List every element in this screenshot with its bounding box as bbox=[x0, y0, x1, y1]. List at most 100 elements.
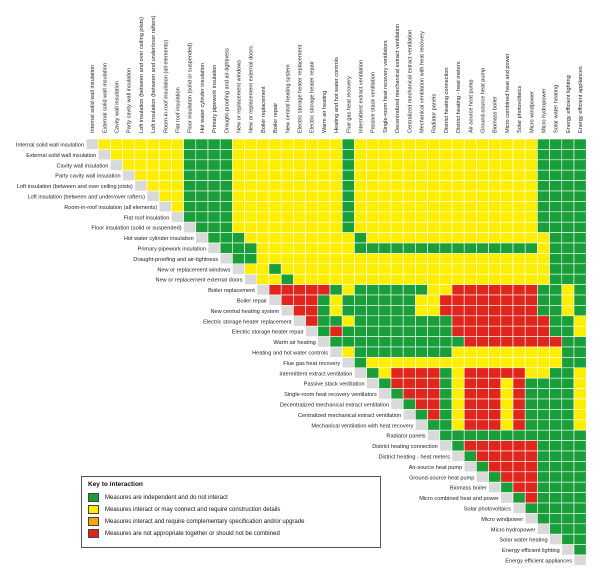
matrix-cell bbox=[354, 180, 367, 192]
matrix-cell bbox=[305, 211, 319, 223]
matrix-cell bbox=[427, 398, 441, 410]
matrix-cell bbox=[256, 190, 270, 202]
matrix-cell bbox=[573, 190, 587, 202]
matrix-cell bbox=[476, 284, 489, 296]
matrix-cell bbox=[207, 211, 221, 223]
matrix-cell bbox=[537, 180, 550, 192]
matrix-cell bbox=[329, 336, 343, 348]
matrix-cell bbox=[366, 138, 380, 150]
matrix-cell bbox=[280, 159, 294, 171]
matrix-cell bbox=[268, 138, 282, 150]
matrix-cell bbox=[512, 429, 526, 441]
legend-label: Measures are not appropriate together or… bbox=[105, 530, 280, 537]
matrix-cell bbox=[256, 169, 270, 181]
matrix-cell bbox=[463, 398, 477, 410]
diagonal-cell bbox=[415, 419, 428, 431]
matrix-cell bbox=[537, 169, 550, 181]
matrix-cell bbox=[280, 138, 294, 150]
row-label-ground-source-heat-pump: Ground-source heat pump bbox=[409, 475, 474, 481]
matrix-cell bbox=[573, 294, 587, 306]
matrix-cell bbox=[573, 253, 587, 265]
col-label-draught-proofing-and-air-tightness: Draught-proofing and air-tightness bbox=[224, 48, 230, 133]
matrix-cell bbox=[451, 409, 465, 421]
matrix-cell bbox=[415, 242, 428, 254]
matrix-cell bbox=[439, 409, 453, 421]
matrix-cell bbox=[402, 169, 416, 181]
matrix-cell bbox=[378, 294, 392, 306]
matrix-cell bbox=[537, 419, 550, 431]
matrix-cell bbox=[463, 294, 477, 306]
row-label-passive-stack-ventilation: Passive stack ventilation bbox=[304, 382, 365, 388]
matrix-cell bbox=[341, 211, 355, 223]
matrix-cell bbox=[219, 221, 233, 233]
matrix-cell bbox=[439, 221, 453, 233]
matrix-cell bbox=[280, 263, 294, 275]
matrix-cell bbox=[415, 159, 428, 171]
matrix-cell bbox=[341, 263, 355, 275]
matrix-cell bbox=[463, 263, 477, 275]
matrix-cell bbox=[524, 159, 538, 171]
matrix-cell bbox=[561, 336, 575, 348]
matrix-cell bbox=[549, 315, 563, 327]
matrix-cell bbox=[415, 357, 428, 369]
matrix-cell bbox=[561, 149, 575, 161]
diagonal-cell bbox=[329, 346, 343, 358]
matrix-cell bbox=[280, 221, 294, 233]
diagonal-cell bbox=[439, 440, 453, 452]
matrix-cell bbox=[524, 502, 538, 514]
matrix-cell bbox=[524, 201, 538, 213]
matrix-cell bbox=[122, 159, 136, 171]
matrix-cell bbox=[341, 159, 355, 171]
matrix-cell bbox=[354, 232, 367, 244]
row-label-biomass-boiler: Biomass boiler bbox=[450, 486, 487, 492]
row-label-micro-combined-heat-and-power: Micro combined heat and power bbox=[419, 496, 499, 502]
matrix-cell bbox=[293, 263, 306, 275]
matrix-cell bbox=[158, 169, 172, 181]
matrix-cell bbox=[537, 232, 550, 244]
matrix-cell bbox=[329, 180, 343, 192]
matrix-cell bbox=[329, 190, 343, 202]
col-label-electric-storage-heater-repair: Electric storage heater repair bbox=[310, 61, 316, 133]
matrix-cell bbox=[366, 294, 380, 306]
matrix-cell bbox=[268, 232, 282, 244]
matrix-cell bbox=[415, 232, 428, 244]
matrix-cell bbox=[195, 201, 209, 213]
row-label-micro-hydropower: Micro hydropower bbox=[491, 527, 536, 533]
matrix-cell bbox=[427, 242, 441, 254]
matrix-cell bbox=[415, 398, 428, 410]
matrix-cell bbox=[415, 294, 428, 306]
matrix-cell bbox=[500, 336, 514, 348]
matrix-cell bbox=[354, 294, 367, 306]
matrix-cell bbox=[122, 138, 136, 150]
matrix-cell bbox=[354, 357, 367, 369]
matrix-cell bbox=[476, 315, 489, 327]
matrix-cell bbox=[524, 180, 538, 192]
matrix-cell bbox=[244, 180, 258, 192]
matrix-cell bbox=[244, 232, 258, 244]
row-label-loft-insulation-between-and-under-over-rafters: Loft insulation (between and under/over … bbox=[27, 194, 145, 200]
matrix-cell bbox=[390, 367, 404, 379]
matrix-cell bbox=[549, 398, 563, 410]
matrix-cell bbox=[549, 440, 563, 452]
matrix-cell bbox=[341, 294, 355, 306]
matrix-cell bbox=[268, 273, 282, 285]
matrix-cell bbox=[317, 325, 331, 337]
matrix-cell bbox=[451, 253, 465, 265]
col-label-district-heating-connection: District heating connection bbox=[444, 67, 450, 133]
matrix-cell bbox=[488, 180, 502, 192]
matrix-cell bbox=[524, 169, 538, 181]
matrix-cell bbox=[463, 450, 477, 462]
matrix-cell bbox=[329, 284, 343, 296]
matrix-cell bbox=[366, 336, 380, 348]
matrix-cell bbox=[390, 253, 404, 265]
matrix-cell bbox=[524, 305, 538, 317]
matrix-cell bbox=[317, 263, 331, 275]
matrix-cell bbox=[463, 169, 477, 181]
matrix-cell bbox=[549, 461, 563, 473]
matrix-cell bbox=[573, 284, 587, 296]
matrix-cell bbox=[232, 190, 245, 202]
legend-label: Measures are independent and do not inte… bbox=[105, 494, 228, 501]
matrix-cell bbox=[427, 336, 441, 348]
matrix-cell bbox=[232, 149, 245, 161]
matrix-cell bbox=[573, 305, 587, 317]
